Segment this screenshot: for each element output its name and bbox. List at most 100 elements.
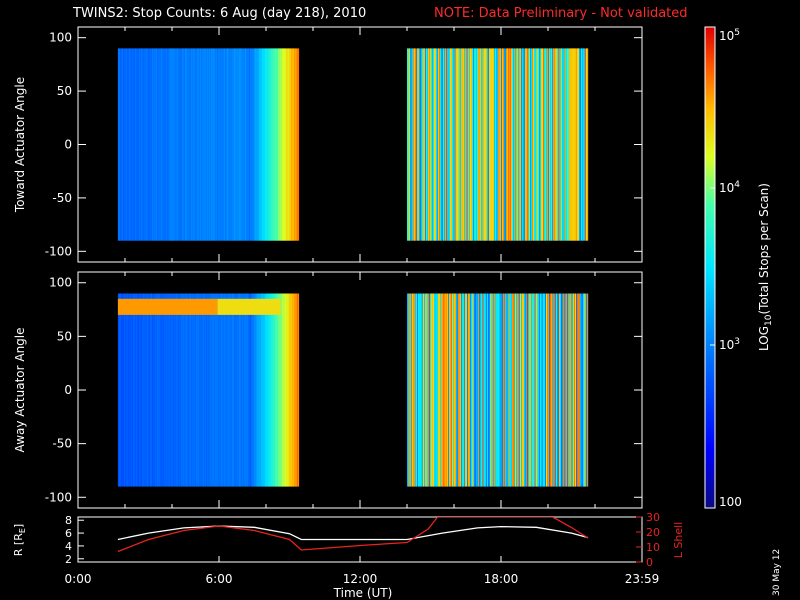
heatmap-column: [500, 293, 502, 487]
heatmap-column: [119, 48, 122, 241]
heatmap-column: [167, 293, 170, 487]
heatmap-column: [557, 48, 559, 241]
heatmap-column: [228, 48, 231, 241]
heatmap-column: [176, 48, 179, 241]
heatmap-column: [461, 293, 463, 487]
colorbar-fill: [705, 27, 715, 508]
heatmap-column: [121, 293, 124, 487]
r-ylabel-end: ]: [12, 524, 25, 528]
heatmap-column: [525, 48, 527, 241]
heatmap-column: [569, 48, 571, 241]
heatmap-column: [468, 48, 470, 241]
heatmap-column: [522, 293, 524, 487]
heatmap-column: [407, 293, 409, 487]
heatmap-column: [552, 293, 554, 487]
heatmap-column: [254, 48, 257, 241]
heatmap-column: [266, 293, 269, 487]
heatmap-column: [422, 48, 424, 241]
away-heatmap: [117, 293, 589, 487]
heatmap-column: [266, 48, 269, 241]
heatmap-column: [493, 293, 495, 487]
heatmap-column: [117, 293, 120, 487]
heatmap-column: [224, 293, 227, 487]
heatmap-column: [251, 48, 254, 241]
heatmap-column: [292, 48, 295, 241]
heatmap-column: [156, 48, 159, 241]
heatmap-column: [539, 48, 541, 241]
heatmap-column: [133, 293, 136, 487]
heatmap-column: [463, 48, 465, 241]
heatmap-column: [419, 48, 421, 241]
heatmap-column: [564, 293, 566, 487]
heatmap-column: [153, 48, 156, 241]
heatmap-column: [149, 293, 152, 487]
heatmap-column: [229, 293, 232, 487]
heatmap-column: [268, 48, 271, 241]
heatmap-column: [496, 293, 498, 487]
heatmap-column: [208, 48, 211, 241]
heatmap-column: [531, 293, 533, 487]
heatmap-column: [283, 48, 286, 241]
heatmap-column: [545, 293, 547, 487]
heatmap-column: [410, 48, 412, 241]
heatmap-column: [233, 293, 236, 487]
heatmap-column: [431, 293, 433, 487]
heatmap-column: [570, 48, 572, 241]
heatmap-column: [178, 293, 181, 487]
heatmap-column: [550, 48, 552, 241]
heatmap-column: [256, 293, 259, 487]
heatmap-column: [530, 48, 532, 241]
heatmap-column: [143, 48, 146, 241]
heatmap-column: [542, 293, 544, 487]
heatmap-column: [501, 48, 503, 241]
heatmap-column: [127, 293, 130, 487]
heatmap-column: [139, 293, 142, 487]
heatmap-column: [567, 293, 569, 487]
heatmap-column: [234, 48, 237, 241]
heatmap-column: [254, 293, 257, 487]
heatmap-column: [474, 48, 476, 241]
heatmap-column: [239, 48, 242, 241]
heatmap-column: [278, 293, 281, 487]
heatmap-column: [297, 293, 300, 487]
cb-top-base: 10: [719, 29, 734, 43]
toward-ylabel: Toward Actuator Angle: [13, 77, 27, 213]
heatmap-column: [288, 48, 291, 241]
hot-band: [117, 298, 218, 315]
heatmap-column: [164, 48, 167, 241]
heatmap-column: [170, 48, 173, 241]
heatmap-column: [482, 48, 484, 241]
heatmap-column: [125, 48, 128, 241]
heatmap-column: [232, 293, 235, 487]
heatmap-column: [239, 293, 242, 487]
heatmap-column: [151, 293, 154, 487]
heatmap-column: [470, 293, 472, 487]
heatmap-column: [245, 48, 248, 241]
heatmap-column: [513, 48, 515, 241]
heatmap-column: [554, 48, 556, 241]
heatmap-column: [573, 48, 575, 241]
heatmap-column: [171, 293, 174, 487]
heatmap-column: [423, 48, 425, 241]
heatmap-column: [433, 293, 435, 487]
heatmap-column: [205, 48, 208, 241]
heatmap-column: [457, 48, 459, 241]
heatmap-column: [296, 293, 299, 487]
heatmap-column: [481, 48, 483, 241]
heatmap-column: [139, 48, 142, 241]
heatmap-column: [142, 293, 145, 487]
heatmap-column: [579, 293, 581, 487]
time-tick-label: 6:00: [206, 572, 233, 586]
heatmap-column: [221, 48, 224, 241]
heatmap-column: [173, 293, 176, 487]
heatmap-column: [242, 293, 245, 487]
heatmap-column: [289, 48, 292, 241]
heatmap-column: [235, 293, 238, 487]
heatmap-column: [423, 293, 425, 487]
heatmap-column: [150, 48, 153, 241]
heatmap-column: [130, 293, 133, 487]
heatmap-column: [449, 293, 451, 487]
heatmap-column: [416, 48, 418, 241]
heatmap-column: [172, 48, 175, 241]
